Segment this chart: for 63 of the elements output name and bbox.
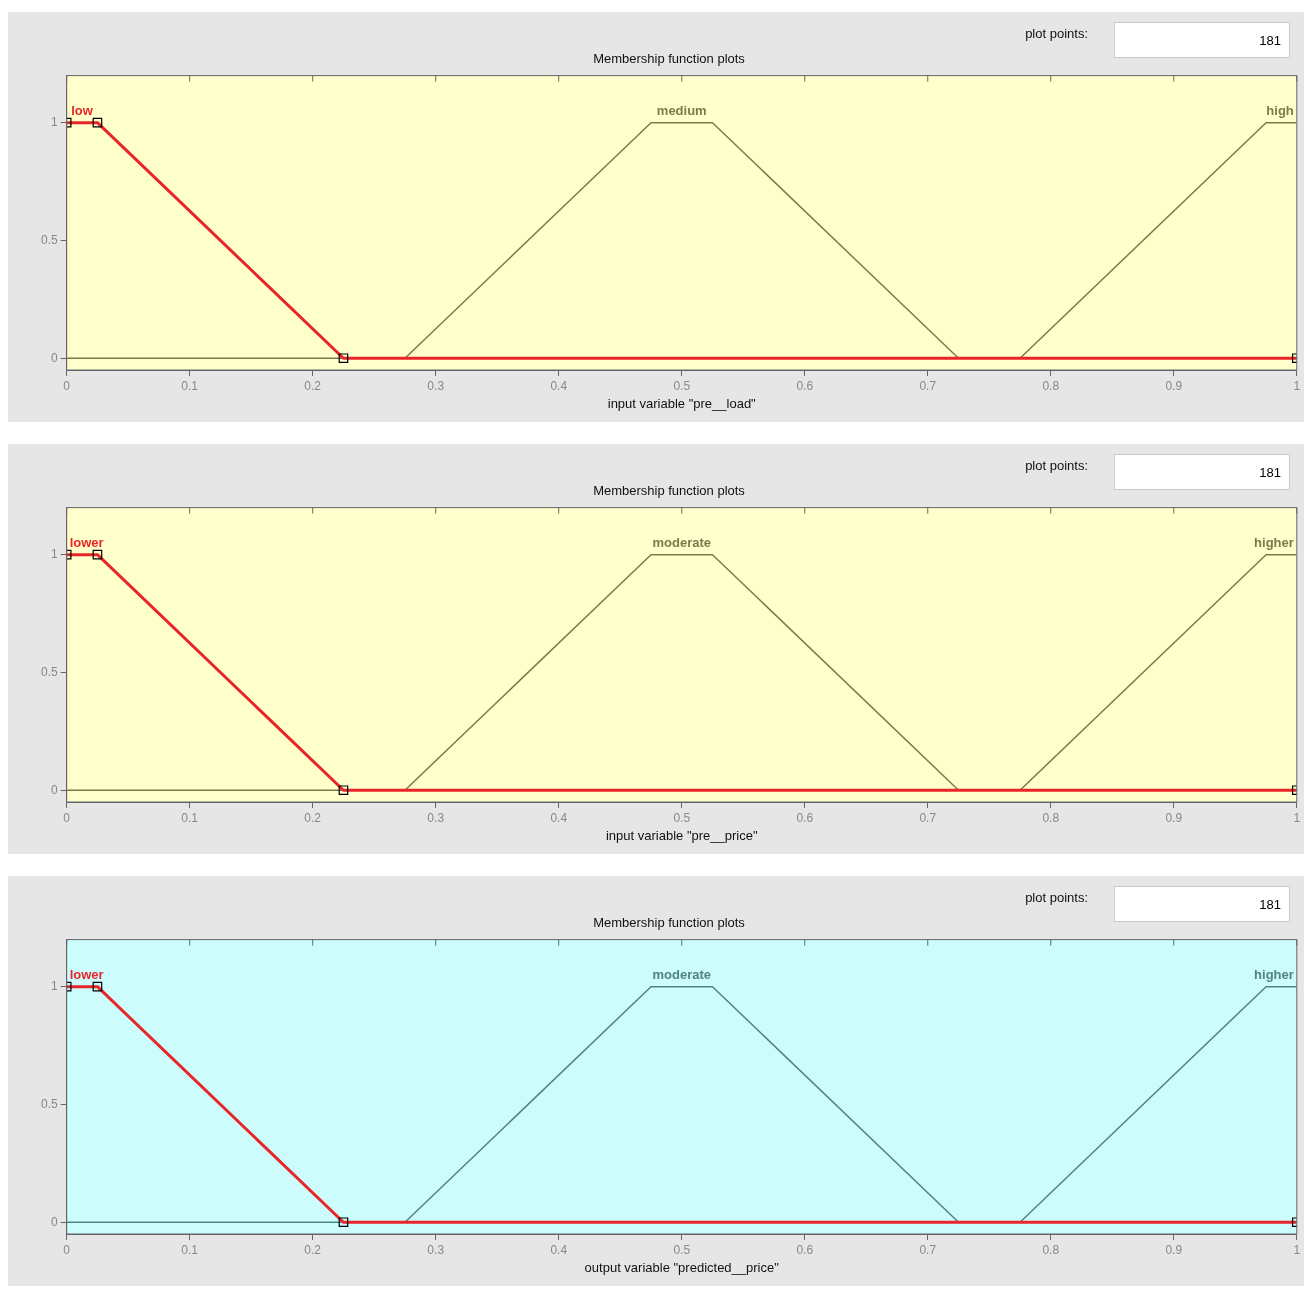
x-tick-label: 0.6	[796, 810, 814, 825]
x-tick-label: 0.8	[1042, 378, 1060, 393]
text: plot points:	[1025, 26, 1088, 41]
x-tick-label: 0.9	[1165, 378, 1183, 393]
y-tick-label: 0	[50, 782, 58, 797]
x-tick-label: 0.6	[796, 378, 814, 393]
x-tick-label: 0.2	[304, 378, 322, 393]
x-tick-label: 0.8	[1042, 810, 1060, 825]
x-tick-label: 0.5	[673, 810, 691, 825]
y-tick-label: 0.5	[40, 232, 58, 247]
y-tick-label: 0	[50, 1214, 58, 1229]
x-tick-label: 0.7	[919, 378, 937, 393]
chart-title: Membership function plots	[593, 915, 746, 931]
chart-title: Membership function plots	[593, 483, 746, 499]
y-tick-label: 1	[50, 979, 58, 994]
x-tick-label: 0.7	[919, 1242, 937, 1257]
x-tick-label: 0.4	[550, 1242, 568, 1257]
series-label: lower	[69, 966, 104, 982]
x-tick-label: 0.3	[427, 1242, 445, 1257]
x-axis-title: input variable "pre__load"	[607, 395, 757, 411]
y-tick-label: 0.5	[40, 664, 58, 679]
x-tick-label: 0.1	[181, 810, 199, 825]
x-tick-label: 0	[63, 1242, 71, 1257]
x-tick-label: 0.2	[304, 1242, 322, 1257]
series-label: higher	[1254, 966, 1294, 982]
plot-points-field: 181	[1114, 22, 1290, 58]
x-tick-label: 1	[1293, 1242, 1301, 1257]
x-tick-label: 0.3	[427, 378, 445, 393]
series-label: medium	[656, 102, 707, 118]
x-tick-label: 0.7	[919, 810, 937, 825]
x-tick-label: 0.1	[181, 1242, 199, 1257]
x-tick-label: 0.3	[427, 810, 445, 825]
x-axis-title: input variable "pre__price"	[605, 827, 758, 843]
x-tick-label: 0	[63, 810, 71, 825]
series-label: low	[71, 102, 94, 118]
x-tick-label: 0.2	[304, 810, 322, 825]
series-label: moderate	[652, 966, 712, 982]
plot-points-field: 181	[1114, 454, 1290, 490]
y-tick-label: 0.5	[40, 1096, 58, 1111]
y-tick-label: 1	[50, 115, 58, 130]
x-tick-label: 0	[63, 378, 71, 393]
chart-title: Membership function plots	[593, 51, 746, 67]
series-label: moderate	[652, 534, 712, 550]
x-tick-label: 0.9	[1165, 1242, 1183, 1257]
x-tick-label: 0.9	[1165, 810, 1183, 825]
y-tick-label: 1	[50, 547, 58, 562]
series-label: higher	[1254, 534, 1294, 550]
y-tick-label: 0	[50, 350, 58, 365]
x-tick-label: 0.6	[796, 1242, 814, 1257]
text: plot points:	[1025, 458, 1088, 473]
x-tick-label: 0.4	[550, 378, 568, 393]
plot-points-field: 181	[1114, 886, 1290, 922]
x-tick-label: 1	[1293, 378, 1301, 393]
x-tick-label: 0.1	[181, 378, 199, 393]
series-label: lower	[69, 534, 104, 550]
series-label: high	[1266, 102, 1294, 118]
x-axis-title: output variable "predicted__price"	[584, 1259, 780, 1275]
x-tick-label: 0.5	[673, 1242, 691, 1257]
x-tick-label: 0.4	[550, 810, 568, 825]
x-tick-label: 1	[1293, 810, 1301, 825]
x-tick-label: 0.5	[673, 378, 691, 393]
text: plot points:	[1025, 890, 1088, 905]
x-tick-label: 0.8	[1042, 1242, 1060, 1257]
